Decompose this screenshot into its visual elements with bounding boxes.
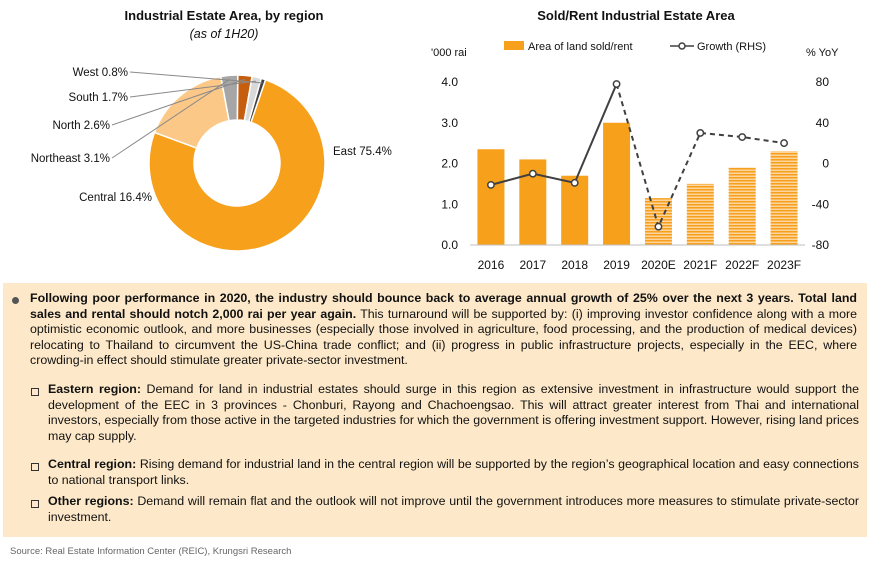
x-axis-tick: 2016 [478, 258, 505, 272]
donut-leader-line [129, 80, 256, 98]
legend-line-marker [678, 42, 686, 50]
x-axis-tick: 2019 [603, 258, 630, 272]
bar-area-sold-rent [686, 183, 714, 245]
other-paragraph: Other regions: Demand will remain flat a… [48, 494, 859, 525]
growth-point [696, 128, 705, 137]
growth-point [738, 133, 747, 141]
central-bullet-icon [31, 463, 39, 471]
eastern-text: Demand for land in industrial estates sh… [48, 382, 860, 443]
x-axis-tick: 2023F [767, 258, 801, 272]
left-axis-tick: 3.0 [441, 116, 458, 130]
donut-slice-label: Central 16.4% [79, 192, 152, 204]
bar-area-sold-rent [603, 122, 631, 245]
summary-box: Following poor performance in 2020, the … [3, 283, 867, 537]
growth-point [654, 222, 663, 231]
bar-area-sold-rent [477, 149, 505, 245]
eastern-heading: Eastern region: [48, 382, 141, 396]
donut-leader-line [129, 71, 263, 84]
left-axis-tick: 2.0 [441, 157, 458, 171]
legend: Area of land sold/rent Growth (RHS) [504, 41, 766, 53]
central-paragraph: Central region: Rising demand for indust… [48, 457, 859, 488]
donut-leader-line [111, 78, 230, 159]
donut-slice-label: West 0.8% [73, 67, 128, 79]
donut-chart: East 75.4% Central 16.4% Northeast 3.1% Nor… [31, 67, 392, 252]
growth-line-forecast [615, 83, 785, 230]
left-axis-unit: '000 rai [431, 47, 467, 59]
legend-bar-swatch [504, 41, 524, 50]
central-heading: Central region: [48, 457, 137, 471]
main-paragraph-text: This turnaround will be supported by: (i… [30, 306, 857, 368]
growth-point [780, 139, 789, 148]
x-axis-tick: 2018 [561, 258, 588, 272]
right-axis-tick: 40 [816, 116, 830, 130]
x-axis-tick: 2020E [641, 258, 676, 272]
legend-line-label: Growth (RHS) [697, 41, 766, 53]
donut-subtitle: (as of 1H20) [190, 27, 259, 41]
legend-bar-label: Area of land sold/rent [528, 41, 633, 53]
main-paragraph-bold: Following poor performance in 2020, the … [30, 291, 857, 321]
bar-area-sold-rent [770, 151, 798, 245]
right-axis-tick: -40 [812, 197, 830, 211]
main-paragraph: Following poor performance in 2020, the … [30, 291, 857, 369]
donut-title: Industrial Estate Area, by region [125, 8, 324, 23]
eastern-paragraph: Eastern region: Demand for land in indus… [48, 382, 859, 444]
bar-area-sold-rent [728, 167, 756, 245]
right-axis-unit: % YoY [806, 47, 839, 59]
left-axis-tick: 1.0 [441, 197, 458, 211]
donut-slice-label: Northeast 3.1% [31, 153, 110, 165]
x-axis-tick: 2017 [519, 258, 546, 272]
right-axis-tick: 0 [822, 157, 829, 171]
donut-slice [148, 78, 326, 252]
donut-slice [247, 77, 267, 124]
right-axis-tick: 80 [816, 75, 830, 89]
x-axis-tick: 2022F [725, 258, 759, 272]
central-text: Rising demand for industrial land in the… [48, 457, 859, 487]
x-axis-tick: 2021F [683, 258, 717, 272]
other-bullet-icon [31, 500, 39, 508]
main-bullet-icon [12, 297, 19, 304]
charts-area: Industrial Estate Area, by region (as of… [31, 8, 839, 272]
other-heading: Other regions: [48, 494, 134, 508]
donut-slice-label: South 1.7% [69, 92, 128, 104]
growth-point [486, 180, 495, 189]
growth-point [612, 80, 621, 88]
right-axis-tick: -80 [812, 238, 830, 252]
left-axis-tick: 0.0 [441, 238, 458, 252]
source-note: Source: Real Estate Information Center (… [10, 546, 292, 557]
donut-slice-label: East 75.4% [333, 146, 392, 158]
combo-chart: 0.0 1.0 2.0 3.0 4.0 -80 -40 0 40 80 2016 2017 2018 20… [441, 75, 829, 272]
left-axis-tick: 4.0 [441, 75, 458, 89]
donut-leader-line [111, 78, 245, 126]
growth-point [570, 178, 579, 187]
growth-point [528, 169, 537, 178]
eastern-bullet-icon [31, 388, 39, 396]
combo-title: Sold/Rent Industrial Estate Area [537, 8, 735, 23]
bar-area-sold-rent [561, 175, 589, 245]
growth-line-actual [490, 83, 618, 186]
other-text: Demand will remain flat and the outlook … [48, 494, 859, 524]
donut-slice-label: North 2.6% [52, 120, 110, 132]
